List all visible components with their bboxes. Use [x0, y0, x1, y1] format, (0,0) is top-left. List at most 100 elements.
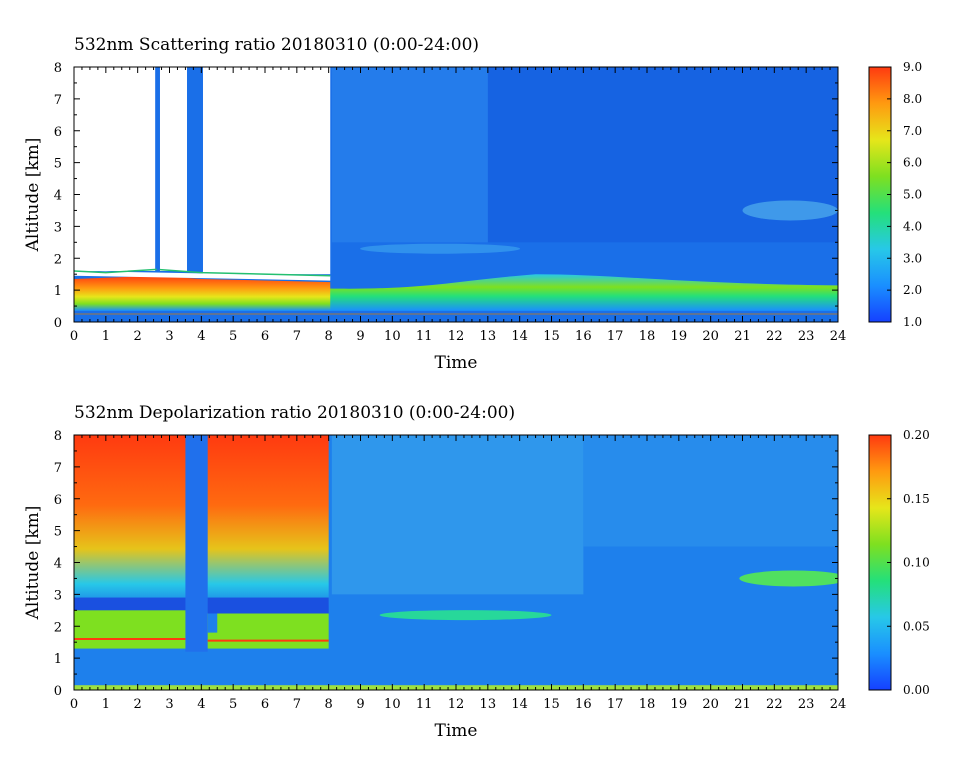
- no-data-region: [202, 67, 331, 275]
- ice-cloud-layer: [74, 610, 186, 649]
- x-tick-label: 21: [734, 697, 751, 712]
- aerosol-layer: [379, 610, 552, 621]
- x-tick-label: 0: [70, 697, 78, 712]
- x-tick-label: 10: [384, 697, 401, 712]
- y-axis-label: Altitude [km]: [23, 506, 43, 621]
- thin-layer: [360, 243, 521, 254]
- x-axis-label: Time: [435, 353, 478, 373]
- x-tick-label: 23: [798, 697, 815, 712]
- x-tick-label: 12: [448, 697, 465, 712]
- x-tick-label: 8: [325, 329, 333, 344]
- x-tick-label: 8: [325, 697, 333, 712]
- y-tick-label: 4: [54, 189, 62, 204]
- colorbar-label: 0.10: [903, 556, 930, 570]
- upper-layer: [739, 570, 838, 587]
- light-region: [331, 435, 584, 595]
- colorbar-label: 0.00: [903, 683, 930, 697]
- x-tick-label: 6: [261, 329, 269, 344]
- x-tick-label: 14: [511, 329, 528, 344]
- y-axis-label: Altitude [km]: [23, 138, 43, 253]
- x-tick-label: 9: [356, 697, 364, 712]
- profile-column: [156, 67, 160, 271]
- y-tick-label: 2: [54, 252, 62, 267]
- x-tick-label: 2: [134, 329, 142, 344]
- x-axis-label: Time: [435, 721, 478, 741]
- x-tick-label: 19: [671, 697, 688, 712]
- x-tick-label: 2: [134, 697, 142, 712]
- scattering-ratio-panel: 532nm Scattering ratio 20180310 (0:00-24…: [23, 35, 922, 373]
- depolarization-ratio-panel: 532nm Depolarization ratio 20180310 (0:0…: [0, 368, 960, 753]
- colorbar-label: 0.05: [903, 619, 930, 633]
- scattering-ratio-chart: 532nm Scattering ratio 20180310 (0:00-24…: [23, 35, 922, 373]
- x-tick-label: 1: [102, 329, 110, 344]
- colorbar-label: 7.0: [903, 124, 922, 138]
- x-tick-label: 22: [766, 329, 783, 344]
- no-data-region: [159, 67, 188, 271]
- x-tick-label: 4: [197, 329, 205, 344]
- light-region: [583, 435, 838, 547]
- y-tick-label: 8: [54, 61, 62, 76]
- y-tick-label: 5: [54, 525, 62, 540]
- y-tick-label: 8: [54, 429, 62, 444]
- x-tick-label: 15: [543, 697, 560, 712]
- colorbar-label: 0.20: [903, 428, 930, 442]
- x-tick-label: 16: [575, 697, 592, 712]
- x-tick-label: 0: [70, 329, 78, 344]
- x-tick-label: 3: [165, 697, 173, 712]
- cloud-layer: [74, 275, 331, 311]
- x-tick-label: 11: [416, 697, 433, 712]
- profile-column: [185, 435, 208, 652]
- y-tick-label: 2: [54, 620, 62, 635]
- x-tick-label: 20: [702, 697, 719, 712]
- y-tick-label: 6: [54, 125, 62, 140]
- colorbar-label: 3.0: [903, 251, 922, 265]
- x-tick-label: 24: [830, 329, 847, 344]
- y-tick-label: 3: [54, 588, 62, 603]
- x-tick-label: 6: [261, 697, 269, 712]
- cloud-gap: [207, 613, 218, 633]
- y-tick-label: 4: [54, 557, 62, 572]
- y-tick-label: 3: [54, 220, 62, 235]
- plot-area: [74, 67, 838, 322]
- y-tick-label: 6: [54, 493, 62, 508]
- x-tick-label: 18: [639, 697, 656, 712]
- colorbar-label: 5.0: [903, 188, 922, 202]
- colorbar-label: 8.0: [903, 92, 922, 106]
- x-tick-label: 13: [480, 697, 497, 712]
- no-data-region: [74, 271, 331, 281]
- upper-aerosol-layer: [742, 200, 838, 221]
- x-tick-label: 21: [734, 329, 751, 344]
- x-tick-label: 19: [671, 329, 688, 344]
- x-tick-label: 7: [293, 329, 301, 344]
- x-tick-label: 16: [575, 329, 592, 344]
- x-tick-label: 3: [165, 329, 173, 344]
- x-tick-label: 14: [511, 697, 528, 712]
- boundary-layer-aerosol: [328, 274, 838, 311]
- x-tick-label: 11: [416, 329, 433, 344]
- x-tick-label: 24: [830, 697, 847, 712]
- x-tick-label: 9: [356, 329, 364, 344]
- y-tick-label: 1: [54, 284, 62, 299]
- x-tick-label: 23: [798, 329, 815, 344]
- plot-area: [74, 435, 838, 690]
- x-tick-label: 1: [102, 697, 110, 712]
- x-tick-label: 5: [229, 329, 237, 344]
- light-region: [331, 67, 488, 243]
- x-tick-label: 12: [448, 329, 465, 344]
- y-tick-label: 0: [54, 316, 62, 331]
- colorbar-label: 2.0: [903, 283, 922, 297]
- x-tick-label: 20: [702, 329, 719, 344]
- y-tick-label: 7: [54, 461, 62, 476]
- chart-title: 532nm Scattering ratio 20180310 (0:00-24…: [74, 35, 479, 55]
- x-tick-label: 17: [607, 697, 624, 712]
- y-tick-label: 5: [54, 157, 62, 172]
- x-tick-label: 4: [197, 697, 205, 712]
- chart-title: 532nm Depolarization ratio 20180310 (0:0…: [74, 403, 515, 423]
- x-tick-label: 15: [543, 329, 560, 344]
- colorbar-label: 6.0: [903, 156, 922, 170]
- colorbar-label: 0.15: [903, 492, 930, 506]
- y-tick-label: 1: [54, 652, 62, 667]
- colorbar-label: 4.0: [903, 219, 922, 233]
- x-tick-label: 10: [384, 329, 401, 344]
- y-tick-label: 7: [54, 93, 62, 108]
